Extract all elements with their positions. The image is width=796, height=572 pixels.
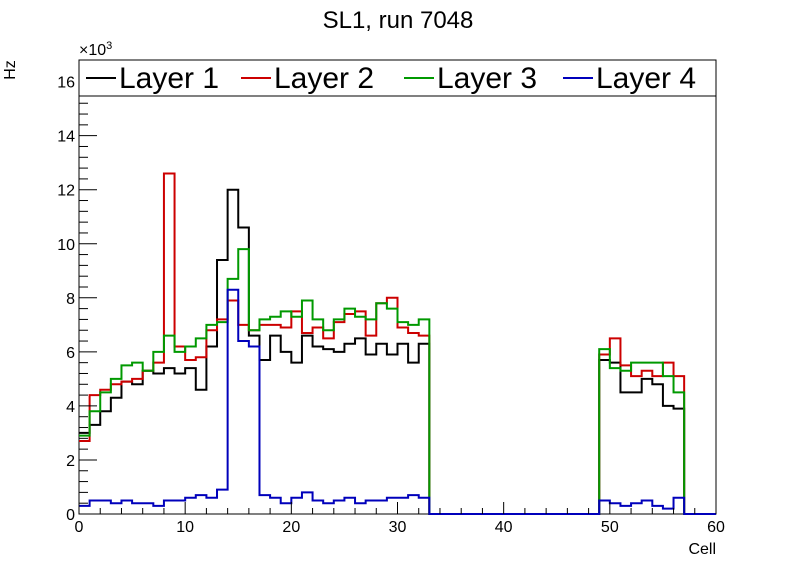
x-tick-label: 20 xyxy=(282,519,300,536)
legend-box xyxy=(78,59,717,97)
y-tick-label: 8 xyxy=(66,291,75,308)
y-tick-label: 6 xyxy=(66,345,75,362)
y-multiplier-exponent: 3 xyxy=(106,40,112,52)
series-4-line xyxy=(79,288,716,515)
y-axis-label: Hz xyxy=(2,60,19,80)
y-tick-label: 12 xyxy=(57,183,75,200)
series-3-line xyxy=(79,248,716,515)
legend-items: Layer 1 Layer 2 Layer 3 Layer 4 xyxy=(86,62,696,95)
legend-label-layer-4: Layer 4 xyxy=(596,62,696,95)
x-tick-label: 40 xyxy=(495,519,513,536)
x-axis-ticks: 0 10 20 30 40 50 60 xyxy=(75,502,725,536)
y-axis-ticks: 0 2 4 6 8 10 12 14 16 xyxy=(57,70,97,524)
legend: Layer 1 Layer 2 Layer 3 Layer 4 xyxy=(78,59,717,97)
x-tick-label: 0 xyxy=(75,519,84,536)
y-tick-label: 14 xyxy=(57,129,75,146)
legend-label-layer-2: Layer 2 xyxy=(274,62,374,95)
x-tick-label: 30 xyxy=(389,519,407,536)
legend-label-layer-1: Layer 1 xyxy=(119,62,219,95)
x-tick-label: 10 xyxy=(176,519,194,536)
y-tick-label: 2 xyxy=(66,453,75,470)
y-multiplier-label: ×103 xyxy=(79,40,112,59)
series-layer xyxy=(79,172,716,515)
y-tick-label: 16 xyxy=(57,75,75,92)
y-tick-label: 0 xyxy=(66,507,75,524)
x-axis-label: Cell xyxy=(688,541,716,558)
y-tick-label: 10 xyxy=(57,237,75,254)
y-tick-label: 4 xyxy=(66,399,75,416)
chart-title: SL1, run 7048 xyxy=(323,7,474,34)
legend-label-layer-3: Layer 3 xyxy=(437,62,537,95)
x-tick-label: 60 xyxy=(707,519,725,536)
x-tick-label: 50 xyxy=(601,519,619,536)
